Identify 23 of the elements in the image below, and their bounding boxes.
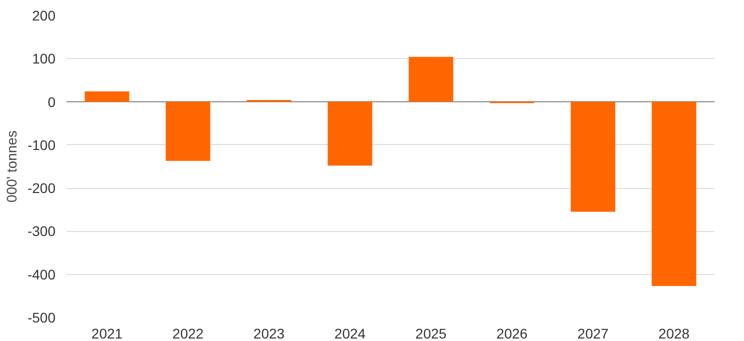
x-tick-label: 2026: [496, 326, 528, 341]
x-tick-label: 2027: [577, 326, 609, 341]
bar: [570, 102, 616, 212]
y-tick-label: 0: [48, 94, 56, 110]
x-tick-label: 2025: [415, 326, 447, 341]
bar: [652, 102, 696, 286]
x-tick-label: 2021: [91, 326, 123, 341]
y-axis-title: 000' tonnes: [3, 130, 20, 202]
bar: [328, 102, 372, 166]
x-tick-label: 2023: [253, 326, 285, 341]
x-tick-label: 2024: [334, 326, 366, 341]
y-tick-label: -300: [27, 223, 56, 240]
bar: [408, 56, 454, 102]
y-tick-label: -200: [27, 180, 56, 196]
x-tick-label: 2028: [658, 326, 690, 341]
bar: [166, 102, 210, 161]
y-tick-label: 200: [32, 8, 56, 24]
y-tick-label: -100: [27, 136, 56, 153]
bar: [84, 91, 130, 102]
x-tick-label: 2022: [172, 326, 204, 341]
y-tick-label: -400: [27, 266, 56, 282]
y-tick-label: 100: [32, 50, 56, 67]
y-tick-label: -500: [27, 310, 56, 326]
